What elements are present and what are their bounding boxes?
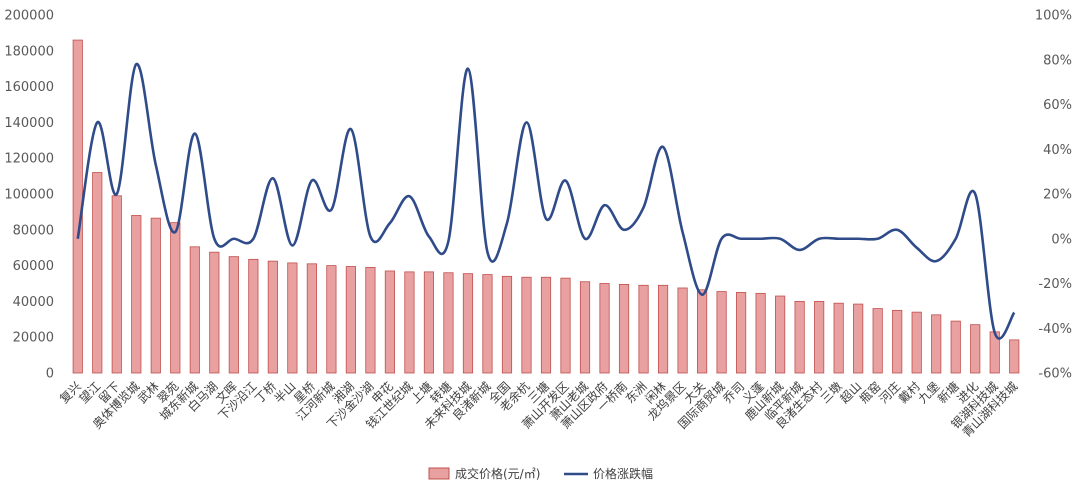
right-tick-label: -60%: [1038, 367, 1072, 382]
bar: [170, 222, 181, 374]
line-series: [76, 62, 1016, 340]
right-tick-label: 80%: [1043, 53, 1072, 68]
bar: [638, 284, 649, 374]
bar: [462, 273, 474, 374]
left-tick-label: 100000: [4, 188, 54, 203]
bar: [911, 311, 922, 374]
bar: [950, 320, 961, 374]
bar: [111, 195, 122, 374]
bar: [775, 295, 786, 374]
bar: [150, 217, 161, 374]
bar: [209, 251, 220, 374]
right-tick-label: -40%: [1038, 322, 1072, 337]
bar: [657, 284, 669, 374]
left-tick-label: 20000: [13, 331, 54, 346]
bar: [248, 258, 259, 374]
bar: [287, 262, 298, 374]
left-tick-label: 140000: [4, 116, 54, 131]
bar-series: [72, 39, 1020, 374]
left-tick-label: 200000: [4, 9, 54, 24]
right-tick-label: 20%: [1043, 188, 1072, 203]
bar: [599, 283, 610, 374]
left-tick-label: 180000: [4, 44, 54, 59]
price-change-line: [76, 62, 1016, 340]
bar: [326, 265, 337, 374]
bar: [892, 309, 903, 374]
bar: [365, 266, 376, 374]
bar: [1009, 339, 1020, 374]
left-tick-label: 0: [46, 367, 54, 382]
bar: [833, 302, 844, 374]
right-tick-label: 40%: [1043, 143, 1072, 158]
bar: [872, 308, 883, 374]
right-axis-ticks: -60% -40% -20% 0% 20% 40% 60% 80% 100%: [1035, 9, 1072, 382]
right-tick-label: -20%: [1038, 277, 1072, 292]
bar: [618, 283, 630, 374]
left-tick-label: 40000: [13, 295, 54, 310]
bar: [306, 263, 317, 374]
bar: [931, 314, 942, 374]
bar: [697, 289, 708, 374]
bar: [92, 172, 103, 374]
bar: [755, 292, 766, 374]
left-tick-label: 120000: [4, 152, 54, 167]
bar: [228, 256, 239, 374]
left-tick-label: 60000: [13, 259, 54, 274]
legend-line-label: 价格涨跌幅: [593, 466, 653, 481]
legend-bar-label: 成交价格(元/㎡): [455, 466, 540, 481]
right-tick-label: 0%: [1051, 232, 1072, 247]
bar: [560, 277, 571, 374]
bar: [501, 275, 513, 374]
bar: [404, 271, 415, 374]
bar: [716, 291, 727, 374]
legend: 成交价格(元/㎡) 价格涨跌幅: [428, 466, 653, 481]
bar: [736, 292, 747, 374]
bar: [521, 276, 532, 374]
bar: [970, 324, 981, 374]
bar: [423, 271, 435, 374]
right-tick-label: 100%: [1035, 9, 1072, 24]
bar: [853, 303, 864, 374]
bar: [677, 287, 688, 374]
right-tick-label: 60%: [1043, 98, 1072, 113]
left-tick-label: 80000: [13, 223, 54, 238]
bar: [345, 266, 356, 374]
bar: [579, 281, 591, 374]
bar: [267, 260, 278, 374]
category-labels: 复兴望江留下奥体博览城武林翠苑城东新城白马湖文晖下沙沿江丁桥半山星桥江河新城湘湖…: [57, 379, 1020, 441]
bar: [814, 300, 825, 374]
bar: [443, 272, 454, 374]
bar: [131, 215, 142, 374]
bar: [540, 276, 552, 374]
left-tick-label: 160000: [4, 80, 54, 95]
bar: [384, 270, 395, 374]
bar: [794, 300, 805, 374]
bar: [482, 274, 493, 374]
legend-bar-swatch: [428, 467, 450, 480]
left-axis-ticks: 0 20000 40000 60000 80000 100000 120000 140000 1…: [4, 9, 54, 382]
bar: [189, 246, 200, 374]
